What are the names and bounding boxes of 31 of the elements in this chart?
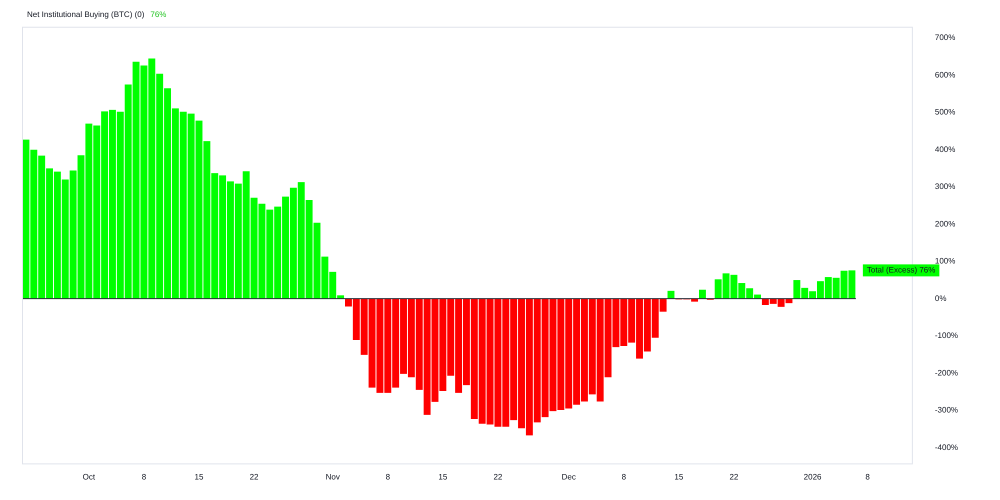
x-tick-label: 8 (142, 472, 147, 482)
bar (668, 290, 674, 299)
x-tick-label: 8 (386, 472, 391, 482)
bar (698, 290, 706, 299)
x-tick-label: 15 (674, 472, 684, 482)
y-tick-label: -300% (934, 406, 958, 415)
y-tick-label: -100% (934, 331, 958, 340)
y-tick-label: 700% (934, 33, 956, 42)
x-tick-label: 22 (493, 472, 503, 482)
y-tick-label: 100% (934, 256, 956, 266)
y-tick-label: 500% (934, 108, 956, 117)
y-tick-label: 200% (934, 219, 956, 228)
y-tick-label: 400% (934, 144, 956, 154)
x-tick-label: 22 (250, 472, 260, 482)
y-tick-label: -400% (934, 442, 958, 452)
x-tick-label: 8 (622, 472, 627, 482)
x-tick-label: 15 (194, 472, 204, 482)
y-tick-label: 300% (934, 182, 956, 192)
chart-title: Net Institutional Buying (BTC) (0) (27, 10, 145, 20)
x-tick-label: 22 (729, 472, 739, 482)
y-tick-label: -200% (934, 368, 958, 378)
text: 76% (150, 10, 166, 20)
x-tick-label: Oct (82, 472, 96, 482)
x-tick-label: Dec (562, 472, 576, 482)
x-tick-label: 2026 (804, 472, 822, 482)
y-tick-label: 600% (934, 70, 956, 80)
x-tick-label: Nov (326, 472, 340, 482)
annotation: Total (Excess) 76% (866, 266, 936, 275)
x-tick-label: 8 (865, 472, 870, 482)
x-tick-label: 15 (438, 472, 448, 482)
y-tick-label: 0% (934, 294, 946, 303)
